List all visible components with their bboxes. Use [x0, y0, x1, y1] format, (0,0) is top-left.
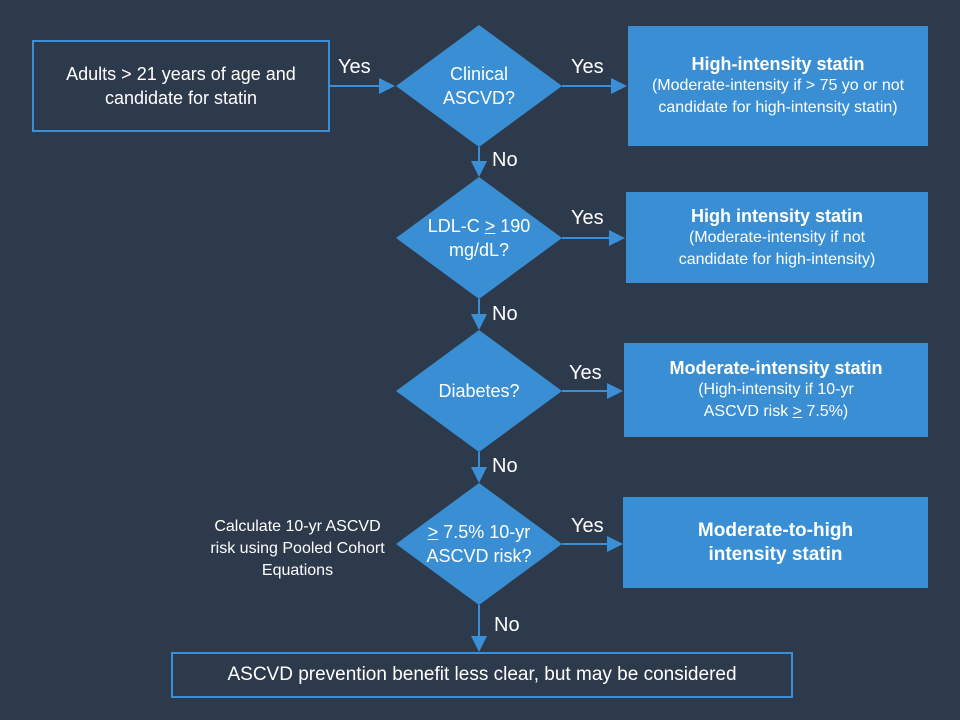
end-box: ASCVD prevention benefit less clear, but…	[171, 652, 793, 698]
side-note-text: Calculate 10-yr ASCVD risk using Pooled …	[210, 518, 385, 579]
yes-label-diabetes: Yes	[569, 362, 602, 384]
outcome-3-title: Moderate-intensity statin	[669, 358, 883, 378]
no-label-clinical: No	[492, 149, 518, 171]
outcome-3-sub: (High-intensity if 10-yr ASCVD risk > 7.…	[698, 381, 854, 420]
decision-diamond-risk	[396, 483, 562, 605]
outcome-4-title: Moderate-to-high intensity statin	[697, 519, 854, 565]
decision-risk-text: > 7.5% 10-yr ASCVD risk?	[426, 522, 532, 566]
yes-label-clinical: Yes	[571, 56, 604, 78]
outcome-moderate-to-high: Moderate-to-high intensity statin	[623, 497, 928, 588]
no-label-ldl: No	[492, 303, 518, 325]
decision-ldl: LDL-C > 190 mg/dL?	[412, 208, 546, 268]
decision-diabetes: Diabetes?	[418, 376, 540, 406]
outcome-1-sub: (Moderate-intensity if > 75 yo or not ca…	[651, 77, 905, 116]
decision-diamond-ldl	[396, 177, 562, 299]
outcome-moderate-intensity: Moderate-intensity statin (High-intensit…	[624, 343, 928, 437]
outcome-1-title: High-intensity statin	[691, 54, 865, 74]
yes-label-ldl: Yes	[571, 207, 604, 229]
decision-diamond-clinical-ascvd	[396, 25, 562, 147]
decision-ldl-text: LDL-C > 190 mg/dL?	[427, 216, 531, 260]
decision-diabetes-text: Diabetes?	[438, 381, 520, 401]
end-text: ASCVD prevention benefit less clear, but…	[227, 664, 737, 685]
side-note: Calculate 10-yr ASCVD risk using Pooled …	[210, 503, 385, 595]
outcome-2-title: High intensity statin	[690, 205, 863, 226]
yes-label-risk: Yes	[571, 515, 604, 537]
no-label-risk: No	[494, 614, 520, 636]
start-text: Adults > 21 years of age and candidate f…	[66, 64, 296, 108]
decision-risk: > 7.5% 10-yr ASCVD risk?	[410, 514, 548, 574]
yes-label-start: Yes	[338, 56, 371, 78]
decision-clinical-ascvd-text: Clinical ASCVD?	[442, 64, 516, 108]
outcome-high-intensity-ldl: High intensity statin (Moderate-intensit…	[626, 192, 928, 283]
start-box: Adults > 21 years of age and candidate f…	[32, 40, 330, 132]
outcome-2-sub: (Moderate-intensity if not candidate for…	[678, 228, 876, 268]
outcome-high-intensity: High-intensity statin (Moderate-intensit…	[628, 26, 928, 146]
decision-clinical-ascvd: Clinical ASCVD?	[418, 56, 540, 116]
decision-diamond-diabetes	[396, 330, 562, 452]
no-label-diabetes: No	[492, 455, 518, 477]
